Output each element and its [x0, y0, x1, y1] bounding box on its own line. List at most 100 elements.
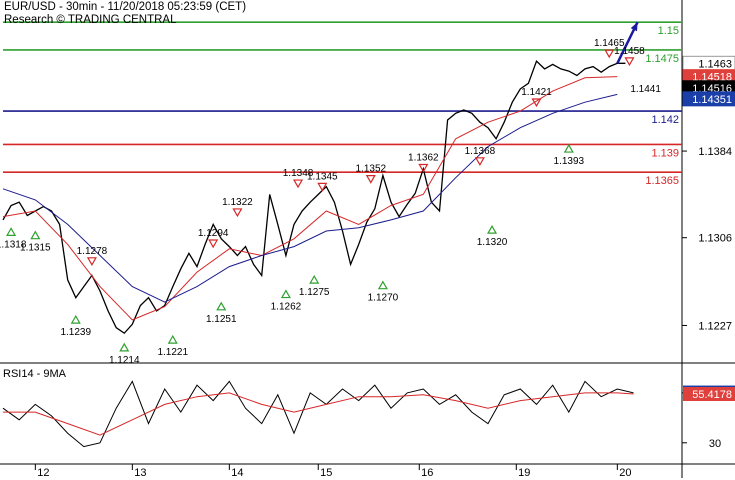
- x-tick-label: 15: [320, 467, 332, 479]
- ma-red-line: [2, 76, 618, 321]
- pivot-annotation: 1.1362: [408, 153, 439, 173]
- rsi-badge-label: 55.4178: [692, 389, 732, 401]
- pivot-label: 1.1465: [594, 38, 625, 49]
- pivot-annotation: 1.1320: [477, 224, 508, 248]
- pivot-annotation: 1.1352: [355, 164, 387, 184]
- pivot-label: 1.1278: [77, 246, 108, 257]
- pivot-high-marker: [317, 182, 328, 192]
- level-label: 1.1365: [645, 175, 679, 187]
- x-axis: 12 13 14 15 16 19 20: [34, 464, 631, 479]
- pivot-annotation: 1.1221: [157, 334, 188, 358]
- price-badge-label: 1.14351: [692, 94, 732, 106]
- pivot-high-marker: [365, 175, 376, 184]
- indicator-title: RSI14 - 9MA: [3, 368, 67, 380]
- chart-title: EUR/USD - 30min - 11/20/2018 05:23:59 (C…: [4, 1, 247, 13]
- chart-source: Research © TRADING CENTRAL: [4, 14, 177, 26]
- y-tick-label: 1.1384: [698, 146, 732, 158]
- level-label: 1.15: [658, 25, 679, 37]
- rsi-ma-line: [3, 392, 634, 436]
- pivot-label: 1.1368: [465, 146, 496, 157]
- pivot-high-marker: [293, 179, 304, 189]
- pivot-high-marker: [604, 49, 615, 59]
- pivot-label: 1.1221: [157, 347, 188, 358]
- x-tick-label: 13: [134, 467, 146, 479]
- pivot-low-marker: [377, 280, 388, 290]
- rsi-line: [2, 380, 634, 448]
- price-badge: 1.1463: [682, 55, 735, 71]
- pivot-label: 1.1393: [554, 156, 585, 167]
- pivot-label: 1.1251: [206, 314, 237, 325]
- pivot-label: 1.1421: [521, 87, 552, 98]
- pivot-low-marker: [30, 230, 41, 240]
- pivot-annotation: 1.1262: [271, 289, 302, 313]
- pivot-annotation: 1.1441: [630, 84, 661, 95]
- pivot-label: 1.1318: [0, 239, 27, 250]
- pivot-low-marker: [216, 301, 227, 311]
- pivot-high-marker: [531, 98, 542, 108]
- pivot-high-marker: [86, 257, 97, 267]
- pivot-low-marker: [309, 274, 320, 284]
- pivot-annotation: 1.1393: [554, 143, 585, 167]
- pivot-label: 1.1214: [109, 355, 140, 366]
- y-tick-label: 1.1306: [698, 233, 732, 245]
- pivot-annotation: 1.1275: [299, 274, 330, 298]
- x-tick-label: 14: [231, 467, 243, 479]
- price-badge: 1.14351: [682, 91, 735, 107]
- pivot-annotation: 1.1318: [0, 227, 27, 250]
- pivot-label: 1.1458: [614, 46, 645, 57]
- pivot-label: 1.1320: [477, 237, 508, 248]
- pivot-high-marker: [418, 163, 429, 173]
- x-tick-label: 20: [619, 467, 631, 479]
- x-tick-label: 12: [37, 467, 49, 479]
- pivot-annotation: 1.1270: [368, 280, 399, 304]
- pivot-label: 1.1362: [408, 153, 439, 164]
- x-tick-label: 19: [518, 467, 530, 479]
- pivot-annotation: 1.1251: [206, 301, 237, 325]
- projection-arrowhead: [630, 22, 638, 32]
- pivot-label: 1.1294: [198, 228, 229, 239]
- pivot-annotation: 1.1458: [614, 46, 645, 67]
- pivot-low-marker: [487, 224, 498, 234]
- pivot-label: 1.1270: [368, 293, 399, 304]
- pivot-annotation: 1.1348: [283, 168, 314, 189]
- x-tick-label: 16: [421, 467, 433, 479]
- pivot-low-marker: [563, 143, 574, 153]
- pivot-low-marker: [6, 227, 17, 236]
- pivot-label: 1.1348: [283, 168, 314, 179]
- pivot-label: 1.1322: [222, 197, 253, 208]
- pivot-annotation: 1.1421: [521, 87, 552, 108]
- pivot-annotation: 1.1322: [222, 197, 253, 218]
- level-label: 1.139: [651, 147, 679, 159]
- pivot-annotation: 1.1294: [198, 228, 229, 249]
- pivot-label: 1.1315: [20, 243, 51, 254]
- price-badge-box: [682, 91, 735, 107]
- pivot-low-marker: [167, 334, 178, 344]
- pivot-label: 1.1275: [299, 287, 330, 298]
- pivot-label: 1.1441: [630, 84, 661, 95]
- pivot-high-marker: [624, 57, 635, 67]
- rsi-y-tick-label: 30: [709, 438, 721, 450]
- pivot-low-marker: [119, 342, 130, 352]
- pivot-label: 1.1262: [271, 302, 302, 313]
- price-badge-label: 1.1463: [698, 58, 732, 70]
- price-line: [2, 59, 626, 335]
- level-label: 1.1475: [645, 53, 679, 65]
- pivot-annotation: 1.1345: [307, 171, 338, 192]
- pivot-high-marker: [208, 239, 219, 249]
- rsi-badge: 55.4178: [683, 386, 735, 401]
- pivot-label: 1.1352: [355, 164, 386, 175]
- pivot-label: 1.1345: [307, 171, 338, 182]
- ma-blue-line: [2, 93, 618, 303]
- rsi-panel: RSI14 - 9MA305656.163555.4178: [0, 368, 735, 465]
- pivot-annotation: 1.1278: [77, 246, 108, 267]
- pivot-annotation: 1.1214: [109, 342, 140, 366]
- pivot-annotation: 1.1368: [465, 146, 496, 167]
- pivot-annotation: 1.1239: [60, 314, 91, 338]
- pivot-low-marker: [280, 289, 291, 299]
- pivot-annotation: 1.1465: [594, 38, 625, 59]
- pivot-label: 1.1239: [60, 327, 91, 338]
- y-tick-label: 1.1227: [698, 320, 732, 332]
- level-label: 1.142: [651, 114, 679, 126]
